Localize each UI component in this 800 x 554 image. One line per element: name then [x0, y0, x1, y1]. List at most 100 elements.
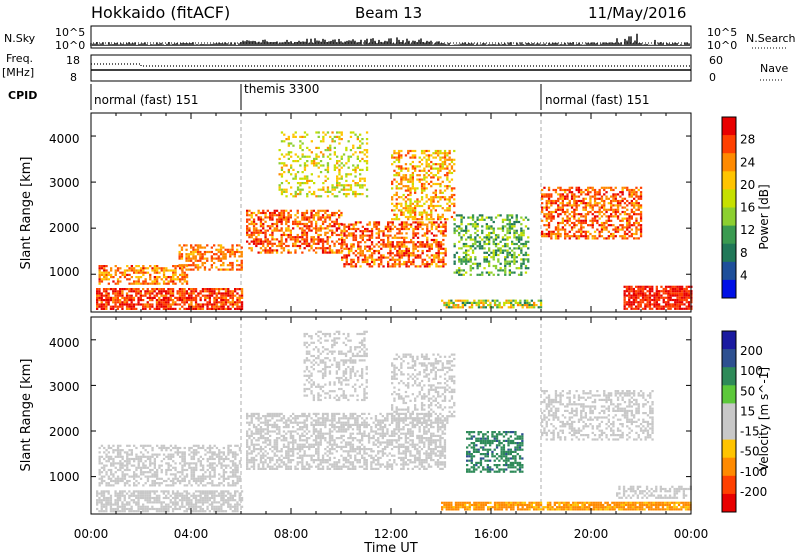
- power-cell: [278, 173, 281, 176]
- power-cell: [110, 269, 113, 272]
- power-cell: [338, 214, 341, 217]
- power-cell: [407, 198, 410, 201]
- velocity-cell: [139, 490, 142, 493]
- power-cell: [312, 209, 315, 212]
- power-cell: [683, 290, 686, 293]
- power-cell: [421, 263, 424, 266]
- power-cell: [404, 189, 408, 192]
- velocity-cell: [98, 455, 101, 458]
- power-cell: [469, 236, 472, 239]
- power-cell: [350, 223, 353, 226]
- velocity-cell: [162, 492, 165, 495]
- power-cell: [257, 211, 260, 215]
- power-cell: [437, 200, 440, 203]
- power-cell: [162, 282, 166, 285]
- power-cell: [109, 307, 113, 310]
- power-cell: [382, 265, 385, 268]
- power-cell: [357, 245, 360, 248]
- power-cell: [533, 304, 536, 307]
- power-cell: [653, 298, 656, 302]
- power-cell: [172, 271, 175, 274]
- power-cell: [619, 235, 622, 238]
- power-cell: [240, 294, 244, 297]
- power-cell: [407, 215, 410, 219]
- power-cell: [271, 242, 274, 245]
- velocity-cell: [229, 496, 232, 500]
- power-cell: [489, 304, 492, 307]
- power-cell: [448, 207, 451, 210]
- power-cell: [338, 138, 341, 141]
- power-cell: [517, 236, 521, 239]
- power-cell: [644, 287, 647, 291]
- power-cell: [224, 248, 227, 251]
- velocity-cell: [107, 482, 110, 485]
- power-cell: [224, 299, 228, 302]
- power-cell: [188, 305, 191, 308]
- power-cell: [496, 299, 499, 302]
- power-cell: [508, 273, 511, 276]
- power-cell: [283, 188, 286, 191]
- power-cell: [482, 301, 485, 304]
- power-cell: [317, 229, 320, 232]
- power-cell: [188, 294, 191, 297]
- power-cell: [566, 188, 569, 192]
- power-cell: [416, 265, 420, 268]
- power-cell: [453, 262, 456, 265]
- power-cell: [541, 193, 544, 196]
- power-cell: [366, 230, 369, 233]
- power-cell: [201, 257, 204, 260]
- power-cell: [580, 219, 583, 222]
- power-cell: [641, 296, 645, 299]
- power-cell: [573, 193, 576, 196]
- power-cell: [299, 177, 302, 180]
- power-cell: [437, 243, 440, 246]
- power-cell: [188, 296, 191, 299]
- power-cell: [409, 176, 412, 179]
- power-cell: [158, 267, 161, 270]
- power-cell: [231, 246, 234, 249]
- power-cell: [407, 178, 410, 181]
- power-cell: [252, 222, 256, 226]
- power-cell: [467, 253, 470, 257]
- power-cell: [635, 298, 638, 302]
- power-cell: [651, 290, 654, 293]
- power-cell: [373, 223, 376, 226]
- power-cell: [112, 305, 115, 308]
- velocity-cell: [151, 501, 154, 504]
- power-cell: [112, 301, 115, 304]
- power-cell: [259, 220, 263, 223]
- power-cell: [564, 191, 567, 194]
- power-cell: [389, 225, 392, 228]
- power-cell: [292, 168, 295, 171]
- power-cell: [447, 299, 451, 302]
- power-cell: [676, 294, 679, 297]
- power-cell: [441, 215, 444, 219]
- velocity-cell: [185, 494, 188, 497]
- power-cell: [616, 226, 620, 229]
- power-cell: [439, 204, 442, 208]
- power-cell: [130, 269, 133, 272]
- power-cell: [146, 271, 150, 274]
- power-cell: [412, 232, 415, 235]
- power-cell: [545, 204, 548, 207]
- power-cell: [453, 211, 456, 214]
- power-cell: [676, 296, 679, 299]
- power-cell: [488, 247, 491, 250]
- power-cell: [557, 221, 560, 225]
- power-cell: [190, 303, 193, 306]
- power-cell: [635, 213, 638, 216]
- power-cell: [474, 240, 477, 243]
- power-cell: [345, 256, 348, 259]
- power-cell: [568, 230, 571, 233]
- power-cell: [458, 256, 461, 259]
- power-cell: [146, 296, 149, 299]
- velocity-cell: [105, 449, 108, 452]
- power-cell: [454, 306, 458, 309]
- power-cell: [632, 287, 635, 291]
- power-cell: [639, 226, 643, 229]
- power-cell: [165, 299, 168, 302]
- power-cell: [543, 206, 546, 209]
- velocity-cell: [116, 449, 120, 452]
- power-cell: [292, 160, 295, 163]
- power-cell: [621, 206, 624, 209]
